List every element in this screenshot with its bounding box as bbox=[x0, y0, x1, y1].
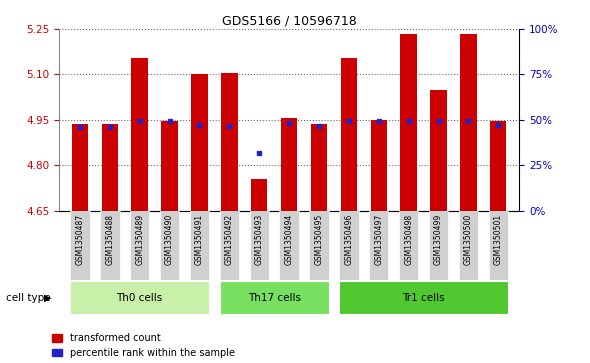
Bar bbox=[281, 118, 297, 211]
Bar bbox=[251, 179, 267, 211]
Bar bbox=[132, 58, 148, 211]
Bar bbox=[70, 281, 209, 314]
Bar bbox=[458, 211, 478, 280]
Text: Tr1 cells: Tr1 cells bbox=[402, 293, 445, 303]
Title: GDS5166 / 10596718: GDS5166 / 10596718 bbox=[222, 15, 356, 28]
Bar bbox=[340, 58, 357, 211]
Bar bbox=[280, 211, 299, 280]
Text: GSM1350487: GSM1350487 bbox=[76, 214, 84, 265]
Bar bbox=[100, 211, 120, 280]
Bar bbox=[101, 125, 118, 211]
Text: GSM1350490: GSM1350490 bbox=[165, 214, 174, 265]
Bar bbox=[401, 33, 417, 211]
Text: GSM1350491: GSM1350491 bbox=[195, 214, 204, 265]
Text: Th17 cells: Th17 cells bbox=[248, 293, 301, 303]
Text: GSM1350501: GSM1350501 bbox=[494, 214, 503, 265]
Bar bbox=[311, 125, 327, 211]
Text: GSM1350496: GSM1350496 bbox=[345, 214, 353, 265]
Bar bbox=[309, 211, 329, 280]
Bar bbox=[161, 121, 178, 211]
Text: GSM1350495: GSM1350495 bbox=[314, 214, 323, 265]
Text: cell type: cell type bbox=[6, 293, 51, 303]
Bar bbox=[219, 281, 329, 314]
Bar bbox=[130, 211, 149, 280]
Bar bbox=[160, 211, 179, 280]
Bar bbox=[221, 73, 238, 211]
Bar bbox=[369, 211, 388, 280]
Bar bbox=[72, 125, 88, 211]
Bar bbox=[250, 211, 269, 280]
Text: GSM1350493: GSM1350493 bbox=[255, 214, 264, 265]
Text: GSM1350494: GSM1350494 bbox=[284, 214, 294, 265]
Text: GSM1350500: GSM1350500 bbox=[464, 214, 473, 265]
Text: GSM1350488: GSM1350488 bbox=[105, 214, 114, 265]
Bar bbox=[190, 211, 209, 280]
Text: GSM1350489: GSM1350489 bbox=[135, 214, 144, 265]
Text: GSM1350492: GSM1350492 bbox=[225, 214, 234, 265]
Bar bbox=[489, 211, 508, 280]
Bar bbox=[339, 211, 359, 280]
Text: GSM1350497: GSM1350497 bbox=[374, 214, 384, 265]
Bar bbox=[399, 211, 418, 280]
Text: ▶: ▶ bbox=[44, 293, 52, 303]
Bar bbox=[460, 33, 477, 211]
Bar bbox=[490, 121, 506, 211]
Bar bbox=[430, 90, 447, 211]
Text: GSM1350498: GSM1350498 bbox=[404, 214, 413, 265]
Bar bbox=[70, 211, 90, 280]
Bar bbox=[191, 74, 208, 211]
Text: Th0 cells: Th0 cells bbox=[117, 293, 163, 303]
Bar bbox=[429, 211, 448, 280]
Text: GSM1350499: GSM1350499 bbox=[434, 214, 443, 265]
Legend: transformed count, percentile rank within the sample: transformed count, percentile rank withi… bbox=[52, 333, 235, 358]
Bar bbox=[371, 120, 387, 211]
Bar bbox=[219, 211, 239, 280]
Bar bbox=[339, 281, 508, 314]
